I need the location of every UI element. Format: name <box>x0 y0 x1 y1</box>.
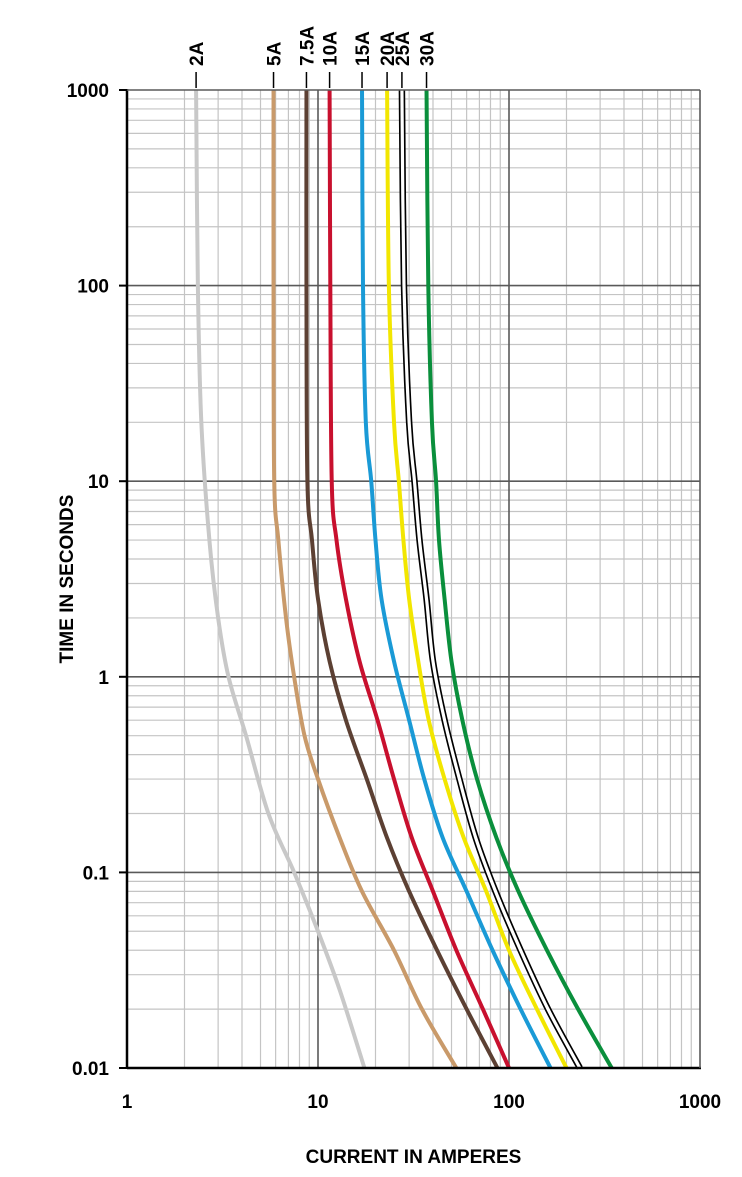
series-label-2a: 2A <box>187 41 208 66</box>
x-axis-title: CURRENT IN AMPERES <box>306 1147 522 1168</box>
series-label-20a: 20A <box>378 31 399 66</box>
y-tick-label: 0.1 <box>83 863 110 884</box>
series-2a-curve <box>194 89 367 1069</box>
series-label-5a: 5A <box>265 41 286 66</box>
series-30a-curve <box>424 89 614 1069</box>
series-10a-curve <box>327 89 511 1069</box>
series-5a-curve <box>271 89 459 1070</box>
grid-layer <box>127 90 700 1068</box>
curve-layer <box>194 89 614 1070</box>
x-tick-label: 100 <box>493 1092 525 1113</box>
y-tick-label: 1 <box>98 668 109 689</box>
series-7-5a-curve <box>304 89 500 1069</box>
series-label-7-5a: 7.5A <box>297 26 318 66</box>
series-15a-curve <box>360 89 553 1069</box>
plot-frame-layer <box>125 89 701 1070</box>
series-label-10a: 10A <box>321 31 342 66</box>
label-layer: 1000 100 10 1 0.1 0.01 1 10 100 1000 2A 5A 7.5A 10A 15… <box>67 26 721 1113</box>
x-tick-label: 10 <box>307 1092 328 1113</box>
y-tick-label: 100 <box>77 277 109 298</box>
series-25a-curve <box>400 89 582 1069</box>
y-axis-title: TIME IN SECONDS <box>57 495 78 664</box>
series-20a-curve <box>385 89 569 1069</box>
series-label-30a: 30A <box>418 31 439 66</box>
y-tick-label: 0.01 <box>72 1059 109 1080</box>
y-tick-label: 10 <box>88 472 109 493</box>
x-tick-label: 1 <box>122 1092 133 1113</box>
series-label-25a: 25A <box>393 31 414 66</box>
x-tick-label: 1000 <box>679 1092 721 1113</box>
y-tick-label: 1000 <box>67 81 109 102</box>
series-label-15a: 15A <box>353 31 374 66</box>
